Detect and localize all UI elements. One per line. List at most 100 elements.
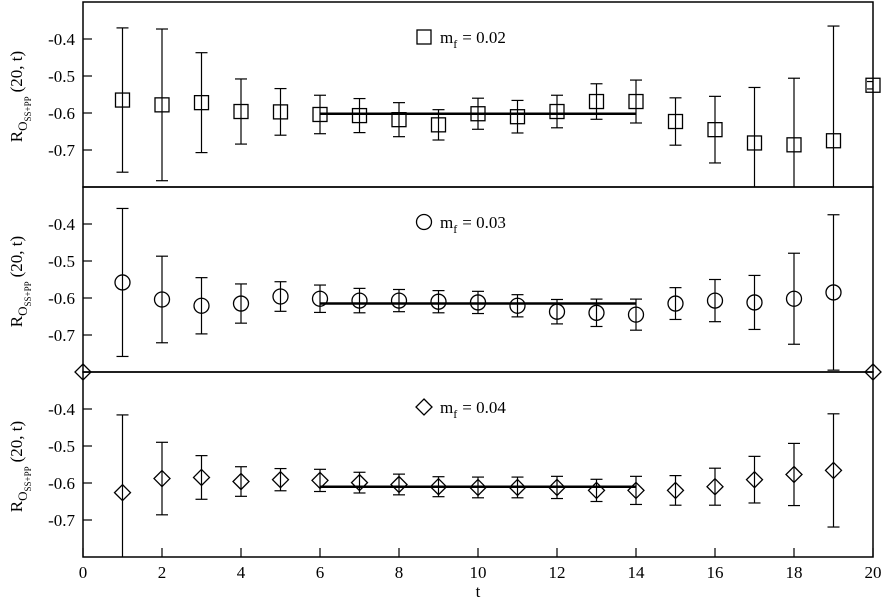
legend-label: mf = 0.04: [440, 398, 506, 421]
error-bar: [353, 471, 366, 494]
y-label-main: R: [7, 315, 26, 327]
y-tick-label: -0.5: [48, 67, 75, 86]
error-bar: [116, 27, 129, 173]
y-label-sub: O: [15, 306, 30, 315]
y-tick-label: -0.4: [48, 30, 75, 49]
error-bar: [195, 455, 208, 500]
error-bar: [116, 207, 129, 358]
marker: [430, 293, 447, 310]
marker: [351, 292, 368, 309]
legend-name: m: [440, 398, 453, 417]
marker: [627, 306, 645, 323]
marker: [113, 483, 132, 502]
legend-marker: [415, 213, 433, 231]
marker: [153, 469, 171, 488]
error-bar: [195, 52, 208, 154]
legend-label: mf = 0.02: [440, 28, 506, 51]
x-tick-label: 10: [470, 563, 487, 582]
x-tick-label: 16: [707, 563, 724, 582]
marker: [706, 292, 724, 309]
y-label-rest: (20, t): [7, 236, 26, 278]
y-tick-label: -0.5: [48, 252, 75, 271]
error-bar: [156, 255, 168, 344]
error-bar: [393, 102, 405, 138]
y-tick-label: -0.7: [48, 141, 75, 160]
clip-group: [116, 207, 840, 371]
marker: [588, 93, 605, 110]
legend-name-rest: = 0.02: [462, 28, 506, 47]
legend-name: m: [440, 28, 453, 47]
x-tick-label: 6: [316, 563, 325, 582]
y-tick-label: -0.4: [48, 400, 75, 419]
panel: -0.7 -0.6 -0.5 -0.4 0 2 4 6 8 10 12 14 16 18 20 t ROSS+P…: [7, 363, 882, 601]
x-tick-label: 4: [237, 563, 246, 582]
error-bar: [235, 283, 247, 324]
x-axis-label: t: [476, 582, 481, 601]
error-bar: [748, 455, 761, 504]
marker: [469, 478, 487, 497]
y-axis-label: ROSS+PP (20, t): [7, 236, 33, 327]
legend-label: mf = 0.03: [440, 213, 506, 236]
marker: [311, 290, 329, 307]
x-tick-label: 12: [549, 563, 566, 582]
x-tick-label: 18: [786, 563, 803, 582]
error-bar: [274, 281, 287, 312]
marker: [825, 284, 842, 301]
y-tick-label: -0.7: [48, 326, 75, 345]
y-tick-label: -0.5: [48, 437, 75, 456]
y-tick-label: -0.7: [48, 511, 75, 530]
x-tick-label: 14: [628, 563, 646, 582]
marker: [232, 472, 250, 491]
marker: [667, 295, 684, 312]
error-bar: [788, 442, 800, 507]
marker: [430, 117, 447, 133]
error-bar: [156, 441, 168, 516]
x-tick-label: 8: [395, 563, 404, 582]
y-axis-label: ROSS+PP (20, t): [7, 51, 33, 142]
marker: [864, 363, 882, 381]
y-label-main: R: [7, 130, 26, 142]
error-bar: [788, 252, 800, 345]
y-label-subsub: SS+PP: [23, 466, 33, 491]
legend-name-rest: = 0.04: [462, 398, 506, 417]
marker: [232, 295, 250, 312]
y-axis-label: ROSS+PP (20, t): [7, 421, 33, 512]
error-bar: [788, 77, 800, 187]
marker: [351, 107, 368, 124]
error-bar: [867, 80, 873, 90]
marker: [350, 473, 369, 492]
error-bar: [748, 274, 761, 331]
error-bar: [669, 97, 682, 146]
error-bar: [314, 284, 326, 314]
marker: [745, 470, 764, 489]
marker: [785, 290, 803, 307]
marker: [509, 297, 526, 314]
error-bar: [551, 94, 563, 129]
y-label-main: R: [7, 500, 26, 512]
marker: [865, 77, 881, 93]
error-bar: [709, 467, 721, 506]
error-bar: [827, 214, 840, 371]
marker: [667, 113, 684, 130]
y-label-rest: (20, t): [7, 421, 26, 463]
error-bar: [669, 475, 682, 506]
legend-name-sub: f: [453, 37, 457, 51]
marker: [390, 292, 408, 309]
marker: [825, 133, 842, 149]
marker: [786, 137, 802, 153]
error-bar: [235, 466, 247, 497]
error-bar: [827, 413, 840, 528]
marker: [549, 103, 565, 120]
marker: [666, 481, 685, 500]
clip-group: [83, 372, 873, 557]
legend-marker: [415, 398, 433, 416]
error-bar: [709, 278, 721, 323]
error-bar: [353, 97, 366, 134]
y-tick-label: -0.6: [48, 104, 75, 123]
marker: [429, 477, 448, 496]
marker: [154, 97, 170, 113]
marker: [193, 94, 210, 111]
marker: [114, 92, 131, 108]
x-tick-label: 2: [158, 563, 167, 582]
